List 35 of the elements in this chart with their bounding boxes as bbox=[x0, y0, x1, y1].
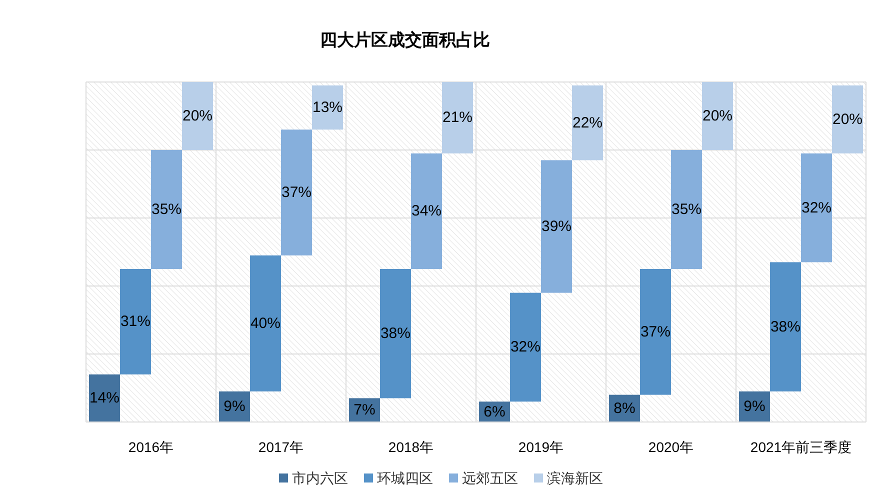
data-label: 38% bbox=[770, 318, 801, 336]
legend-label: 环城四区 bbox=[377, 470, 433, 486]
data-label: 35% bbox=[671, 201, 702, 218]
data-label: 35% bbox=[151, 201, 182, 218]
x-tick-label: 2019年 bbox=[518, 439, 564, 455]
data-label: 20% bbox=[182, 108, 213, 124]
data-label: 20% bbox=[702, 108, 733, 124]
data-label: 34% bbox=[411, 202, 442, 220]
data-label: 32% bbox=[801, 199, 832, 216]
data-label: 40% bbox=[250, 314, 281, 332]
data-label: 37% bbox=[640, 323, 671, 340]
data-label: 20% bbox=[832, 110, 863, 128]
data-label: 13% bbox=[312, 99, 343, 116]
data-label: 22% bbox=[572, 114, 603, 132]
data-label: 39% bbox=[541, 218, 572, 235]
data-label: 37% bbox=[281, 184, 312, 201]
data-label: 31% bbox=[120, 313, 151, 330]
data-label: 21% bbox=[442, 109, 473, 126]
x-tick-label: 2020年 bbox=[648, 439, 694, 455]
data-label: 32% bbox=[510, 338, 541, 356]
chart-title: 四大片区成交面积占比 bbox=[320, 30, 490, 50]
data-label: 9% bbox=[744, 398, 766, 416]
x-tick-label: 2017年 bbox=[258, 439, 304, 455]
legend-label: 滨海新区 bbox=[547, 470, 603, 486]
legend-label: 远郊五区 bbox=[462, 470, 518, 486]
x-tick-label: 2021年前三季度 bbox=[750, 439, 852, 455]
legend-label: 市内六区 bbox=[292, 470, 348, 486]
data-label: 38% bbox=[380, 325, 411, 342]
x-tick-label: 2018年 bbox=[388, 439, 434, 455]
data-label: 7% bbox=[354, 402, 376, 419]
data-label: 9% bbox=[224, 398, 246, 416]
data-label: 6% bbox=[484, 403, 506, 420]
data-label: 14% bbox=[89, 390, 120, 407]
x-tick-label: 2016年 bbox=[128, 439, 174, 455]
data-label: 8% bbox=[614, 400, 636, 417]
